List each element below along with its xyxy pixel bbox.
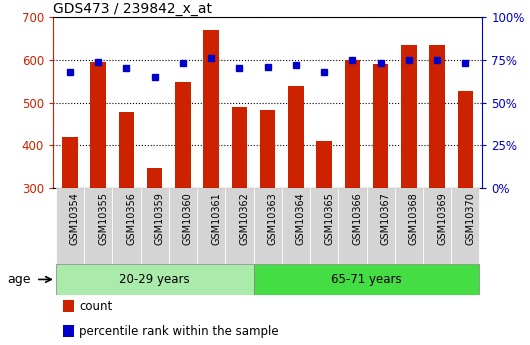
Bar — [260, 110, 276, 188]
Bar — [429, 45, 445, 188]
Text: GSM10367: GSM10367 — [381, 192, 391, 245]
Bar — [451, 188, 480, 264]
Text: GSM10355: GSM10355 — [98, 192, 108, 245]
Bar — [232, 107, 247, 188]
Text: GSM10368: GSM10368 — [409, 192, 419, 245]
Text: GSM10366: GSM10366 — [352, 192, 363, 245]
Text: GSM10370: GSM10370 — [465, 192, 475, 245]
Text: GDS473 / 239842_x_at: GDS473 / 239842_x_at — [53, 2, 212, 16]
Bar — [225, 188, 253, 264]
Bar — [316, 141, 332, 188]
Bar — [338, 188, 367, 264]
Bar — [344, 60, 360, 188]
Text: age: age — [7, 273, 31, 286]
Text: percentile rank within the sample: percentile rank within the sample — [80, 325, 279, 338]
Bar — [282, 188, 310, 264]
Text: GSM10359: GSM10359 — [155, 192, 165, 245]
Bar — [56, 188, 84, 264]
Bar — [288, 86, 304, 188]
Bar — [401, 45, 417, 188]
Bar — [62, 137, 78, 188]
Bar — [84, 188, 112, 264]
Text: GSM10363: GSM10363 — [268, 192, 278, 245]
Text: GSM10361: GSM10361 — [211, 192, 221, 245]
Bar — [119, 112, 134, 188]
Bar — [91, 62, 106, 188]
Bar — [63, 300, 74, 313]
Bar — [140, 188, 169, 264]
Text: GSM10369: GSM10369 — [437, 192, 447, 245]
Bar — [63, 325, 74, 337]
Bar — [423, 188, 451, 264]
Bar — [169, 188, 197, 264]
Text: GSM10356: GSM10356 — [127, 192, 136, 245]
Text: 65-71 years: 65-71 years — [331, 273, 402, 286]
Bar — [310, 188, 338, 264]
Bar — [56, 264, 253, 295]
Bar — [197, 188, 225, 264]
Bar — [175, 82, 191, 188]
Text: GSM10365: GSM10365 — [324, 192, 334, 245]
Text: count: count — [80, 300, 112, 313]
Text: GSM10364: GSM10364 — [296, 192, 306, 245]
Bar — [367, 188, 395, 264]
Text: GSM10360: GSM10360 — [183, 192, 193, 245]
Bar — [147, 168, 162, 188]
Bar — [373, 64, 388, 188]
Bar — [395, 188, 423, 264]
Bar — [457, 91, 473, 188]
Text: GSM10362: GSM10362 — [240, 192, 250, 245]
Bar — [112, 188, 140, 264]
Bar — [204, 30, 219, 188]
Text: GSM10354: GSM10354 — [70, 192, 80, 245]
Bar — [253, 188, 282, 264]
Bar — [253, 264, 480, 295]
Text: 20-29 years: 20-29 years — [119, 273, 190, 286]
